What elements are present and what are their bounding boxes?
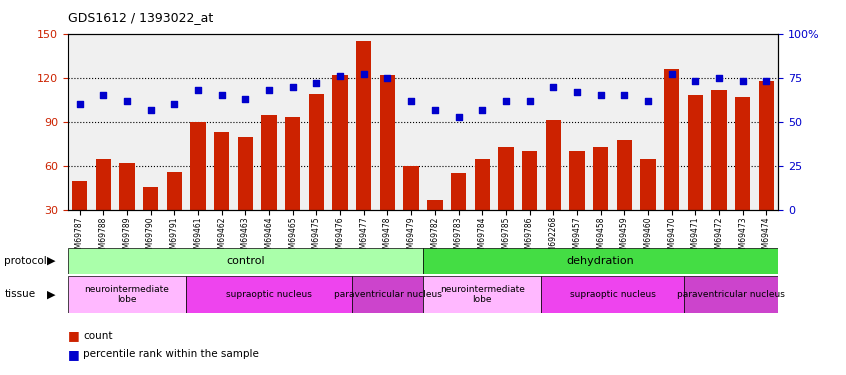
Bar — [380, 75, 395, 254]
Point — [286, 84, 299, 90]
Bar — [68, 276, 186, 313]
Bar — [451, 173, 466, 254]
Point — [333, 73, 347, 79]
Point — [618, 93, 631, 99]
Bar — [214, 132, 229, 254]
Bar — [759, 81, 774, 254]
Bar — [285, 117, 300, 254]
Text: supraoptic nucleus: supraoptic nucleus — [226, 290, 312, 299]
Bar — [404, 166, 419, 254]
Bar — [332, 75, 348, 254]
Text: ▶: ▶ — [47, 290, 55, 299]
Text: paraventricular nucleus: paraventricular nucleus — [333, 290, 442, 299]
Bar — [688, 96, 703, 254]
Point — [452, 114, 465, 120]
Text: dehydration: dehydration — [567, 256, 634, 266]
Text: control: control — [226, 256, 265, 266]
Point — [262, 87, 276, 93]
Bar — [190, 122, 206, 254]
Point — [736, 78, 750, 84]
Bar — [711, 90, 727, 254]
Point — [96, 93, 110, 99]
Bar — [352, 276, 423, 313]
Bar — [522, 151, 537, 254]
Point — [523, 98, 536, 104]
Text: ■: ■ — [68, 329, 80, 342]
Bar — [569, 151, 585, 254]
Bar — [68, 248, 423, 274]
Point — [428, 106, 442, 112]
Point — [73, 101, 86, 107]
Point — [570, 89, 584, 95]
Bar — [427, 200, 442, 254]
Text: percentile rank within the sample: percentile rank within the sample — [83, 350, 259, 359]
Point — [499, 98, 513, 104]
Bar — [664, 69, 679, 254]
Text: ▶: ▶ — [47, 256, 55, 266]
Point — [239, 96, 252, 102]
Text: supraoptic nucleus: supraoptic nucleus — [569, 290, 656, 299]
Point — [120, 98, 134, 104]
Bar — [119, 163, 135, 254]
Text: protocol: protocol — [4, 256, 47, 266]
Point — [168, 101, 181, 107]
Text: paraventricular nucleus: paraventricular nucleus — [677, 290, 785, 299]
Bar — [261, 114, 277, 254]
Point — [665, 71, 678, 77]
Bar — [541, 276, 684, 313]
Point — [475, 106, 489, 112]
Text: tissue: tissue — [4, 290, 36, 299]
Text: ■: ■ — [68, 348, 80, 361]
Text: GDS1612 / 1393022_at: GDS1612 / 1393022_at — [68, 11, 213, 24]
Bar — [96, 159, 111, 254]
Point — [594, 93, 607, 99]
Bar — [498, 147, 514, 254]
Bar — [309, 94, 324, 254]
Bar — [143, 186, 158, 254]
Bar — [546, 120, 561, 254]
Point — [310, 80, 323, 86]
Point — [404, 98, 418, 104]
Bar — [186, 276, 352, 313]
Point — [144, 106, 157, 112]
Bar — [640, 159, 656, 254]
Bar — [684, 276, 778, 313]
Bar — [167, 172, 182, 254]
Point — [712, 75, 726, 81]
Bar — [356, 41, 371, 254]
Point — [357, 71, 371, 77]
Point — [760, 78, 773, 84]
Point — [547, 84, 560, 90]
Bar — [475, 159, 490, 254]
Bar — [735, 97, 750, 254]
Point — [215, 93, 228, 99]
Bar — [72, 181, 87, 254]
Point — [191, 87, 205, 93]
Bar — [238, 136, 253, 254]
Point — [641, 98, 655, 104]
Text: count: count — [83, 331, 113, 340]
Point — [689, 78, 702, 84]
Text: neurointermediate
lobe: neurointermediate lobe — [85, 285, 169, 304]
Point — [381, 75, 394, 81]
Bar — [617, 140, 632, 254]
Text: neurointermediate
lobe: neurointermediate lobe — [440, 285, 525, 304]
Bar — [593, 147, 608, 254]
Bar — [423, 276, 541, 313]
Bar — [423, 248, 778, 274]
